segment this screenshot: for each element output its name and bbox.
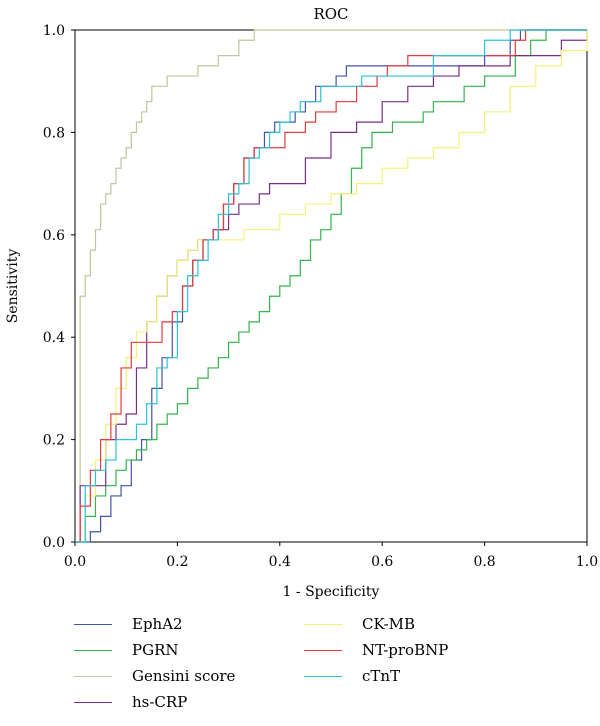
legend-item: hs-CRP — [74, 690, 187, 714]
x-tick-label: 0.2 — [166, 554, 188, 570]
chart-title: ROC — [313, 5, 348, 23]
legend-label: EphA2 — [132, 615, 183, 633]
x-axis-label: 1 - Specificity — [283, 584, 380, 600]
y-tick-label: 0.2 — [43, 433, 65, 449]
legend-swatch — [74, 623, 112, 625]
legend-swatch — [304, 675, 342, 677]
x-axis-ticks: 0.0 0.2 0.4 0.6 0.8 1.0 — [64, 542, 598, 570]
x-tick-label: 1.0 — [576, 554, 598, 570]
legend-item: EphA2 — [74, 612, 183, 636]
legend-swatch — [304, 623, 342, 625]
legend-item: cTnT — [304, 664, 400, 688]
chart-legend: EphA2 PGRN Gensini score hs-CRP CK-MB NT-proB… — [74, 612, 494, 722]
legend-item: NT-proBNP — [304, 638, 448, 662]
y-tick-label: 0.8 — [43, 125, 65, 141]
legend-item: CK-MB — [304, 612, 415, 636]
y-tick-label: 0.6 — [43, 228, 65, 244]
y-axis-label: Sensitivity — [5, 249, 21, 324]
plot-area — [74, 29, 588, 543]
legend-label: PGRN — [132, 641, 179, 659]
legend-item: Gensini score — [74, 664, 235, 688]
y-tick-label: 0.4 — [43, 330, 65, 346]
legend-swatch — [304, 649, 342, 651]
legend-label: CK-MB — [362, 615, 416, 633]
series-layer — [75, 29, 588, 543]
x-tick-label: 0.8 — [473, 554, 495, 570]
legend-swatch — [74, 675, 112, 677]
legend-swatch — [74, 701, 112, 703]
legend-label: Gensini score — [132, 667, 236, 685]
series-line-ctnt — [75, 29, 587, 543]
x-tick-label: 0.4 — [269, 554, 291, 570]
roc-chart: ROC 0.0 0.2 0.4 0.6 0.8 1.0 0.0 0.2 0.4 0.6 0.8 1.… — [5, 5, 598, 600]
legend-label: NT-proBNP — [362, 641, 449, 659]
y-tick-label: 0.0 — [43, 535, 65, 551]
legend-swatch — [74, 649, 112, 651]
y-axis-ticks: 0.0 0.2 0.4 0.6 0.8 1.0 — [43, 23, 75, 551]
x-tick-label: 0.6 — [371, 554, 393, 570]
series-line-ck-mb — [75, 30, 588, 543]
legend-label: hs-CRP — [132, 693, 188, 711]
legend-label: cTnT — [362, 667, 401, 685]
series-line-gensini-score — [75, 29, 587, 543]
series-line-hs-crp — [75, 30, 588, 543]
legend-item: PGRN — [74, 638, 179, 662]
x-tick-label: 0.0 — [64, 554, 86, 570]
series-line-pgrn — [75, 29, 587, 543]
y-tick-label: 1.0 — [43, 23, 65, 39]
